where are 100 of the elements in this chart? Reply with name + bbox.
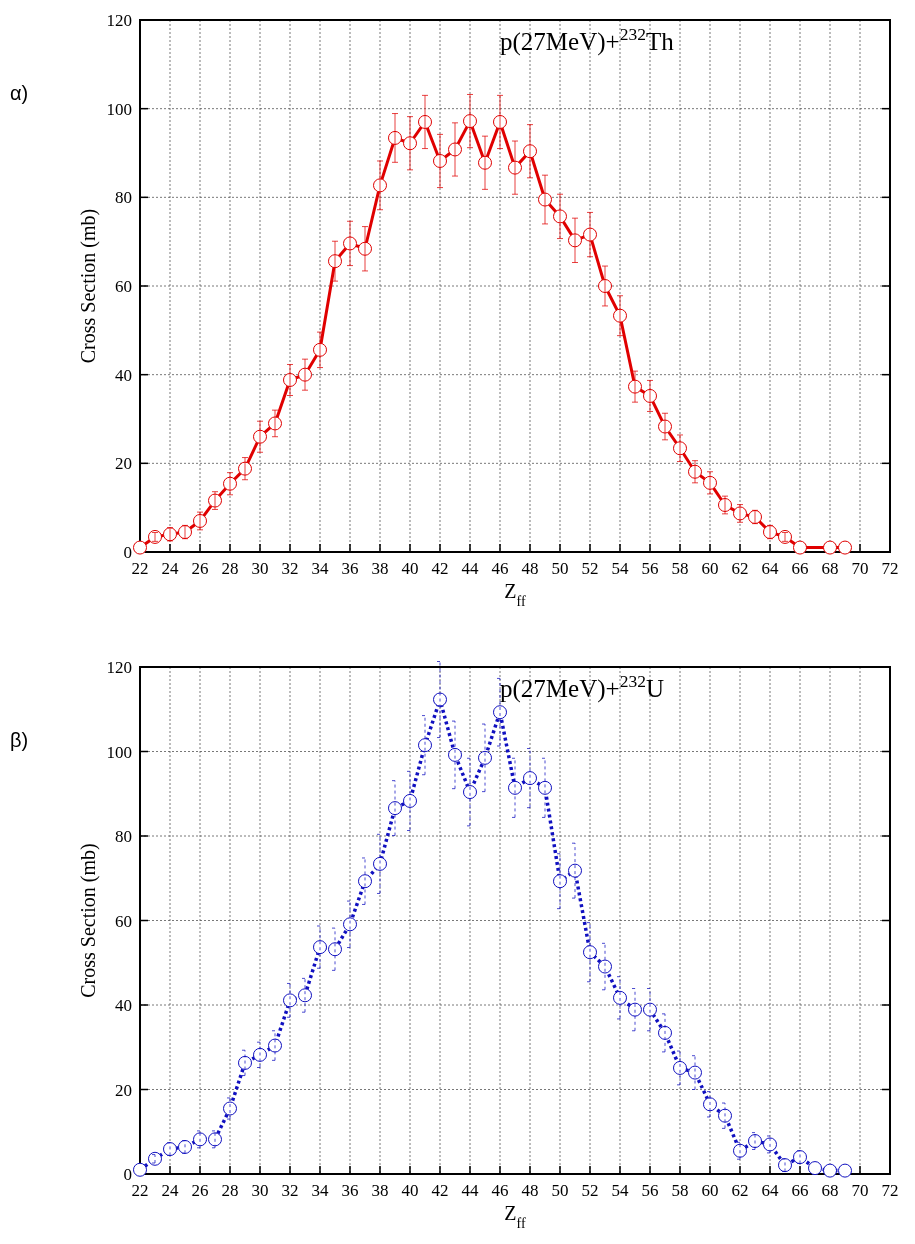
x-tick-label: 46 [491, 559, 509, 578]
point [373, 856, 387, 871]
point [808, 1161, 822, 1176]
y-tick-label: 120 [106, 11, 132, 30]
y-tick-label: 120 [106, 658, 132, 677]
point [793, 540, 807, 555]
x-tick-label: 72 [881, 559, 899, 578]
y-tick-label: 80 [115, 188, 132, 208]
point [673, 1060, 687, 1075]
point [223, 1101, 237, 1116]
x-tick-label: 68 [821, 1181, 839, 1200]
x-tick-label: 68 [821, 559, 839, 578]
point [418, 738, 432, 753]
x-tick-label: 58 [671, 1181, 689, 1200]
point [283, 993, 297, 1008]
y-tick-label: 60 [115, 911, 132, 931]
text: α) [10, 82, 29, 104]
point [823, 540, 837, 555]
x-tick-label: 72 [881, 1181, 899, 1200]
y-tick-label: 80 [115, 827, 132, 846]
x-tick-label: 26 [191, 559, 209, 578]
x-tick-label: 60 [701, 559, 719, 578]
y-tick-label: 20 [115, 454, 132, 474]
point [133, 1162, 147, 1177]
point [133, 540, 147, 555]
x-tick-label: 24 [161, 559, 179, 578]
x-tick-label: 28 [221, 559, 239, 578]
x-tick-label: 30 [251, 1181, 269, 1200]
y-axis-title: Cross Section (mb) [77, 843, 100, 998]
point [553, 874, 567, 889]
x-tick-label: 28 [221, 1181, 239, 1200]
x-tick-label: 56 [641, 1181, 659, 1200]
x-tick-label: 58 [671, 559, 689, 578]
x-tick-label: 38 [371, 1181, 389, 1200]
point [613, 990, 627, 1005]
x-tick-label: 32 [281, 1181, 299, 1200]
x-tick-label: 44 [461, 1181, 479, 1200]
x-tick-label: 36 [341, 559, 359, 578]
point [298, 988, 312, 1003]
x-tick-label: 70 [851, 1181, 869, 1200]
x-tick-label: 62 [731, 559, 749, 578]
x-tick-label: 34 [311, 559, 329, 578]
point [838, 1163, 852, 1178]
x-tick-label: 50 [551, 1181, 569, 1200]
x-axis-title: Z$_{ff}$ [504, 580, 526, 609]
x-tick-label: 60 [701, 1181, 719, 1200]
point [583, 945, 597, 960]
x-tick-label: 50 [551, 559, 569, 578]
x-tick-label: 56 [641, 559, 659, 578]
y-tick-label: 20 [115, 1080, 132, 1100]
x-tick-label: 48 [521, 559, 539, 578]
x-tick-label: 66 [791, 1181, 809, 1200]
point [538, 780, 552, 795]
point [343, 917, 357, 932]
x-tick-label: 24 [161, 1181, 179, 1200]
x-tick-label: 36 [341, 1181, 359, 1200]
x-tick-label: 22 [131, 559, 149, 578]
point [688, 1065, 702, 1080]
point [838, 540, 852, 555]
point [358, 874, 372, 889]
y-axis-title: Cross Section (mb) [77, 208, 100, 364]
x-tick-label: 40 [401, 1181, 419, 1200]
x-tick-label: 48 [521, 1181, 539, 1200]
y-tick-label: 60 [115, 277, 132, 296]
x-tick-label: 64 [761, 559, 779, 578]
x-tick-label: 46 [491, 1181, 509, 1200]
point [598, 959, 612, 974]
chart-title: p(27MeV)+$^{232}$U [500, 671, 664, 703]
x-tick-label: 30 [251, 559, 269, 578]
x-tick-label: 54 [611, 1181, 629, 1200]
y-tick-label: 100 [106, 742, 132, 762]
x-tick-label: 66 [791, 559, 809, 578]
x-tick-label: 40 [401, 559, 419, 578]
x-tick-label: 42 [431, 1181, 449, 1200]
y-tick-label: 0 [123, 543, 132, 562]
point [568, 863, 582, 878]
point [478, 750, 492, 765]
point [823, 1163, 837, 1178]
y-tick-label: 40 [115, 365, 132, 385]
x-tick-label: 52 [581, 559, 599, 578]
x-tick-label: 44 [461, 559, 479, 578]
x-tick-label: 62 [731, 1181, 749, 1200]
y-tick-label: 100 [106, 99, 132, 119]
point [523, 771, 537, 786]
point [628, 1002, 642, 1017]
x-tick-label: 34 [311, 1181, 329, 1200]
point [508, 780, 522, 795]
x-tick-label: 26 [191, 1181, 209, 1200]
x-tick-label: 22 [131, 1181, 149, 1200]
x-tick-label: 38 [371, 559, 389, 578]
y-tick-label: 0 [123, 1165, 132, 1184]
text: β) [10, 729, 29, 751]
x-tick-label: 32 [281, 559, 299, 578]
point [388, 801, 402, 816]
chart-title: p(27MeV)+$^{232}$Th [500, 24, 675, 56]
y-tick-label: 40 [115, 996, 132, 1015]
x-tick-label: 52 [581, 1181, 599, 1200]
x-tick-label: 70 [851, 559, 869, 578]
point [643, 1002, 657, 1017]
point [493, 705, 507, 720]
